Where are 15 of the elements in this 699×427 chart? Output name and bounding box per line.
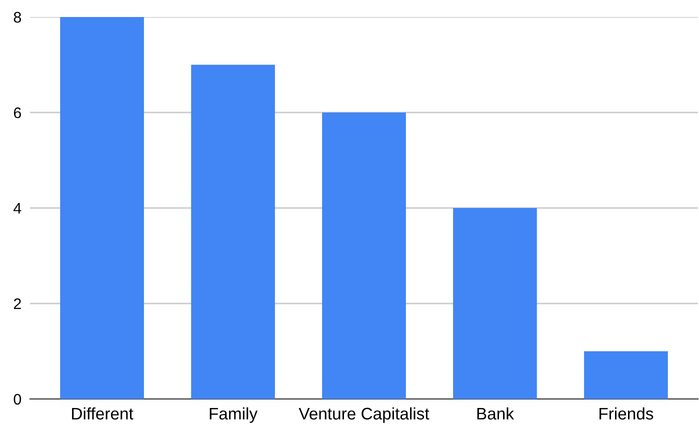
y-tick-label: 6 [14, 107, 21, 118]
bar [191, 64, 275, 399]
x-tick-label: Venture Capitalist [298, 407, 430, 423]
bar [60, 17, 144, 399]
x-tick-label: Bank [477, 407, 514, 420]
x-tick-label: Friends [600, 407, 654, 420]
y-tick-label: 4 [14, 203, 22, 214]
y-tick-label: 0 [14, 394, 22, 405]
x-tick-label: Different [72, 407, 134, 420]
y-tick-label: 8 [14, 12, 22, 23]
x-tick-label: Family [210, 407, 258, 423]
y-tick-label: 2 [14, 298, 21, 310]
bar [322, 112, 406, 399]
bar [453, 208, 537, 399]
bar [584, 351, 668, 399]
